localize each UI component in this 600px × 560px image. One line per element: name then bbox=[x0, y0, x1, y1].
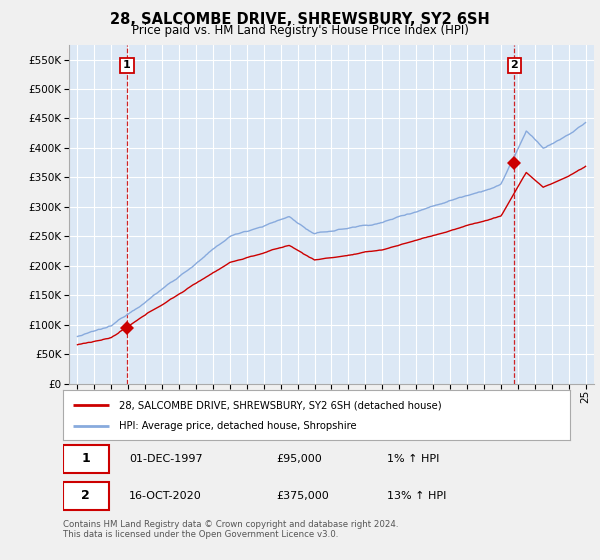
Text: 1: 1 bbox=[82, 452, 90, 465]
Text: £375,000: £375,000 bbox=[276, 491, 329, 501]
Text: 28, SALCOMBE DRIVE, SHREWSBURY, SY2 6SH: 28, SALCOMBE DRIVE, SHREWSBURY, SY2 6SH bbox=[110, 12, 490, 27]
Text: 28, SALCOMBE DRIVE, SHREWSBURY, SY2 6SH (detached house): 28, SALCOMBE DRIVE, SHREWSBURY, SY2 6SH … bbox=[119, 400, 442, 410]
Text: 16-OCT-2020: 16-OCT-2020 bbox=[129, 491, 202, 501]
Text: 01-DEC-1997: 01-DEC-1997 bbox=[129, 454, 203, 464]
Text: 2: 2 bbox=[511, 60, 518, 71]
Text: £95,000: £95,000 bbox=[276, 454, 322, 464]
FancyBboxPatch shape bbox=[63, 445, 109, 473]
Text: 1: 1 bbox=[123, 60, 131, 71]
Text: HPI: Average price, detached house, Shropshire: HPI: Average price, detached house, Shro… bbox=[119, 421, 356, 431]
Text: 13% ↑ HPI: 13% ↑ HPI bbox=[388, 491, 447, 501]
Text: Price paid vs. HM Land Registry's House Price Index (HPI): Price paid vs. HM Land Registry's House … bbox=[131, 24, 469, 36]
Text: 1% ↑ HPI: 1% ↑ HPI bbox=[388, 454, 440, 464]
FancyBboxPatch shape bbox=[63, 482, 109, 510]
Text: 2: 2 bbox=[82, 489, 90, 502]
Text: Contains HM Land Registry data © Crown copyright and database right 2024.
This d: Contains HM Land Registry data © Crown c… bbox=[63, 520, 398, 539]
